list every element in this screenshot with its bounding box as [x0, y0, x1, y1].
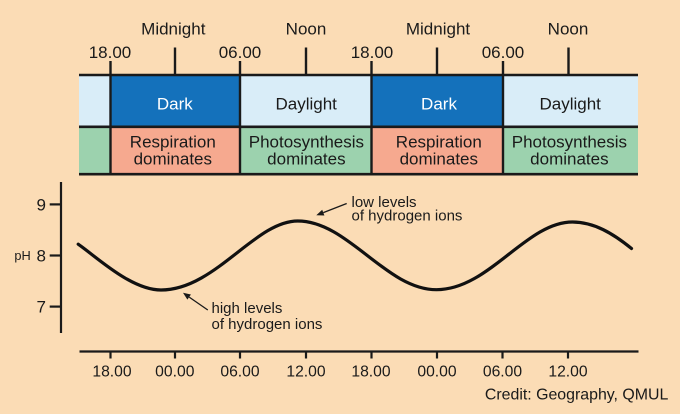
svg-text:dominates: dominates: [400, 150, 478, 169]
svg-text:dominates: dominates: [530, 150, 608, 169]
svg-text:Daylight: Daylight: [275, 94, 337, 113]
svg-text:18.00: 18.00: [92, 364, 132, 381]
svg-text:00.00: 00.00: [417, 364, 457, 381]
svg-text:dominates: dominates: [267, 150, 345, 169]
svg-text:low levels: low levels: [352, 194, 417, 211]
svg-text:of hydrogen ions: of hydrogen ions: [212, 316, 323, 333]
svg-text:pH: pH: [14, 248, 30, 263]
svg-text:06.00: 06.00: [219, 43, 262, 62]
svg-text:18.00: 18.00: [351, 364, 391, 381]
svg-text:8: 8: [37, 247, 46, 266]
svg-text:Credit: Geography, QMUL: Credit: Geography, QMUL: [485, 386, 669, 403]
svg-text:dominates: dominates: [134, 150, 212, 169]
svg-text:Midnight: Midnight: [406, 20, 471, 39]
svg-text:18.00: 18.00: [89, 43, 132, 62]
svg-text:12.00: 12.00: [286, 364, 326, 381]
svg-text:9: 9: [37, 196, 46, 215]
svg-text:00.00: 00.00: [155, 364, 195, 381]
svg-text:Dark: Dark: [157, 94, 193, 113]
svg-text:high levels: high levels: [212, 300, 283, 317]
svg-text:Midnight: Midnight: [141, 20, 206, 39]
svg-text:06.00: 06.00: [483, 364, 523, 381]
svg-text:12.00: 12.00: [548, 364, 588, 381]
svg-text:Respiration: Respiration: [396, 133, 482, 152]
svg-text:06.00: 06.00: [220, 364, 260, 381]
svg-text:06.00: 06.00: [482, 43, 525, 62]
svg-text:Noon: Noon: [548, 20, 589, 39]
svg-text:Respiration: Respiration: [130, 133, 216, 152]
svg-text:Noon: Noon: [286, 20, 327, 39]
svg-text:7: 7: [37, 298, 46, 317]
svg-text:Dark: Dark: [421, 94, 457, 113]
svg-text:Photosynthesis: Photosynthesis: [512, 133, 627, 152]
svg-text:Daylight: Daylight: [539, 94, 601, 113]
svg-text:Photosynthesis: Photosynthesis: [249, 133, 364, 152]
svg-text:of hydrogen ions: of hydrogen ions: [352, 208, 463, 225]
svg-text:18.00: 18.00: [351, 43, 394, 62]
